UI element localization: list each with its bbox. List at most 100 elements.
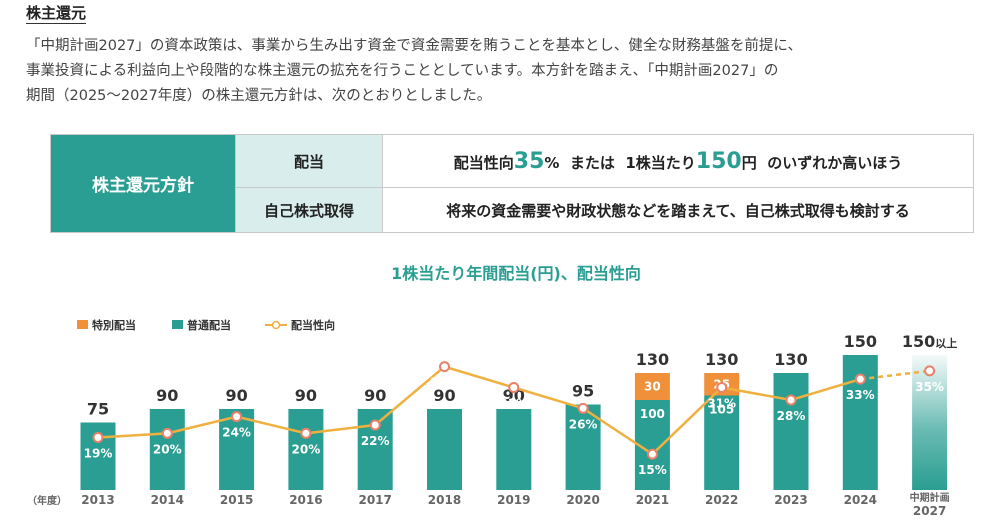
payout-ratio-point (716, 382, 728, 393)
dividend-or: または (569, 153, 615, 172)
dividend-suffix: のいずれか高いほう (767, 153, 903, 172)
shareholder-return-policy-table: 株主還元方針 配当 配当性向35% または 1株当たり150円 のいずれか高いほ… (50, 133, 974, 233)
ordinary-dividend-label: 100 (640, 407, 665, 421)
payout-ratio-label: 24% (222, 426, 251, 440)
payout-ratio-line (97, 365, 861, 456)
payout-line-group: 19% 20% 24% 20% 22% 36% 31% 26% 15% 31% 28% 33% 35% (84, 361, 944, 477)
payout-ratio-point (92, 432, 104, 443)
legend-marker (271, 320, 281, 330)
bar-ordinary-dividend (912, 355, 948, 490)
total-dividend-label: 90 (433, 386, 455, 405)
dividend-label: 配当 (235, 133, 383, 189)
payout-ratio-number: 35 (513, 148, 545, 174)
total-dividend-label: 75 (87, 400, 109, 419)
total-dividend-label: 90 (364, 386, 386, 405)
paragraph-line: 「中期計画2027」の資本政策は、事業から生み出す資金で資金需要を賄うことを基本… (26, 38, 802, 54)
payout-ratio-label: 35% (915, 380, 944, 394)
per-share-number: 150 (695, 148, 742, 174)
payout-ratio-point (854, 373, 866, 385)
x-axis-label: 2022 (705, 493, 738, 507)
legend-label: 配当性向 (291, 318, 335, 332)
x-axis-label: 2013 (81, 493, 114, 507)
total-dividend-label: 95 (572, 382, 594, 401)
policy-paragraph: 「中期計画2027」の資本政策は、事業から生み出す資金で資金需要を賄うことを基本… (26, 34, 976, 109)
legend-label: 特別配当 (92, 318, 136, 332)
bar-ordinary-dividend (149, 409, 185, 490)
payout-ratio-label: 31% (499, 397, 528, 411)
payout-ratio-point (161, 427, 173, 439)
payout-ratio-label: 22% (361, 434, 390, 448)
payout-ratio-label: 15% (638, 463, 667, 477)
payout-ratio-label: 31% (707, 397, 736, 411)
payout-ratio-label: 26% (569, 417, 598, 431)
legend-label: 普通配当 (187, 318, 231, 332)
bar-ordinary-dividend (773, 373, 809, 490)
per-share-text: 1株当たり (625, 153, 696, 172)
x-axis-label: 中期計画 (910, 491, 950, 504)
payout-ratio-point (231, 411, 243, 423)
x-axis-label: 2016 (289, 493, 322, 507)
bar-ordinary-dividend (427, 409, 462, 490)
payout-ratio-label: 28% (777, 409, 806, 423)
paragraph-line: 期間（2025～2027年度）の株主還元方針は、次のとおりとしました。 (26, 88, 492, 104)
total-dividend-label: 150以上 (902, 332, 957, 351)
payout-ratio-point (785, 394, 797, 406)
x-axis-label: 2027 (913, 504, 946, 518)
total-dividend-label: 90 (503, 386, 525, 405)
x-axis-label: 2021 (636, 493, 669, 507)
x-axis-labels: 2013 2014 2015 2016 2017 2018 2019 2020 2021 2022… (27, 491, 950, 518)
total-dividend-label: 130 (636, 350, 669, 369)
x-axis-prefix: （年度） (27, 494, 67, 507)
x-axis-label: 2014 (151, 493, 184, 507)
bar-ordinary-dividend (288, 409, 324, 490)
x-axis-label: 2019 (497, 493, 530, 507)
bar-special-dividend (634, 373, 670, 400)
payout-ratio-forecast-line (860, 369, 930, 381)
payout-ratio-label: 20% (153, 442, 182, 456)
payout-ratio-point (300, 427, 312, 439)
payout-ratio-point (924, 365, 936, 377)
payout-ratio-unit: % (544, 153, 560, 172)
bar-ordinary-dividend (496, 409, 532, 490)
total-dividend-label: 130 (774, 350, 807, 369)
x-axis-label: 2018 (428, 493, 461, 507)
dividend-policy-text: 配当性向35% または 1株当たり150円 のいずれか高いほう (382, 133, 974, 189)
payout-ratio-point (369, 419, 381, 431)
total-dividend-label: 130 (705, 350, 738, 369)
payout-ratio-label: 19% (84, 447, 113, 461)
payout-ratio-point (508, 382, 520, 393)
payout-ratio-label: 33% (846, 388, 875, 402)
x-axis-label: 2023 (774, 493, 807, 507)
total-label-suffix: 以上 (935, 336, 957, 350)
total-dividend-label: 90 (225, 386, 247, 405)
policy-table-header: 株主還元方針 (50, 134, 236, 233)
x-axis-label: 2017 (358, 493, 391, 507)
payout-ratio-point (577, 402, 589, 414)
chart-legend: 特別配当 普通配当 配当性向 (77, 318, 335, 332)
section-title: 株主還元 (26, 4, 87, 24)
bar-ordinary-dividend (565, 404, 601, 490)
legend-swatch (77, 320, 88, 329)
ordinary-dividend-label: 105 (709, 403, 734, 417)
buyback-policy-text: 将来の資金需要や財政状態などを踏まえて、自己株式取得も検討する (382, 187, 974, 233)
paragraph-line: 事業投資による利益向上や段階的な株主還元の拡充を行うこととしています。本方針を踏… (26, 63, 779, 79)
total-dividend-label: 90 (156, 386, 178, 405)
total-dividend-label: 150 (844, 332, 877, 351)
x-axis-label: 2020 (566, 493, 599, 507)
per-share-unit: 円 (741, 153, 757, 172)
bar-ordinary-dividend (704, 395, 740, 490)
x-axis-label: 2024 (844, 493, 877, 507)
dividend-prefix: 配当性向 (453, 153, 514, 172)
legend-swatch (172, 320, 183, 329)
payout-ratio-point (439, 361, 450, 373)
x-axis-label: 2015 (220, 493, 253, 507)
chart-title: 1株当たり年間配当(円)、配当性向 (391, 264, 641, 283)
dividend-chart: 1株当たり年間配当(円)、配当性向 特別配当 普通配当 配当性向 75 90 90 90 9… (27, 264, 957, 518)
payout-ratio-point (646, 448, 658, 460)
payout-ratio-label: 20% (292, 442, 321, 456)
bar-ordinary-dividend (219, 409, 255, 490)
buyback-label: 自己株式取得 (235, 187, 383, 233)
payout-ratio-label: 36% (430, 376, 459, 390)
total-dividend-label: 90 (295, 386, 317, 405)
bars-group: 7590909090909095301001302510513013015015… (80, 332, 957, 490)
